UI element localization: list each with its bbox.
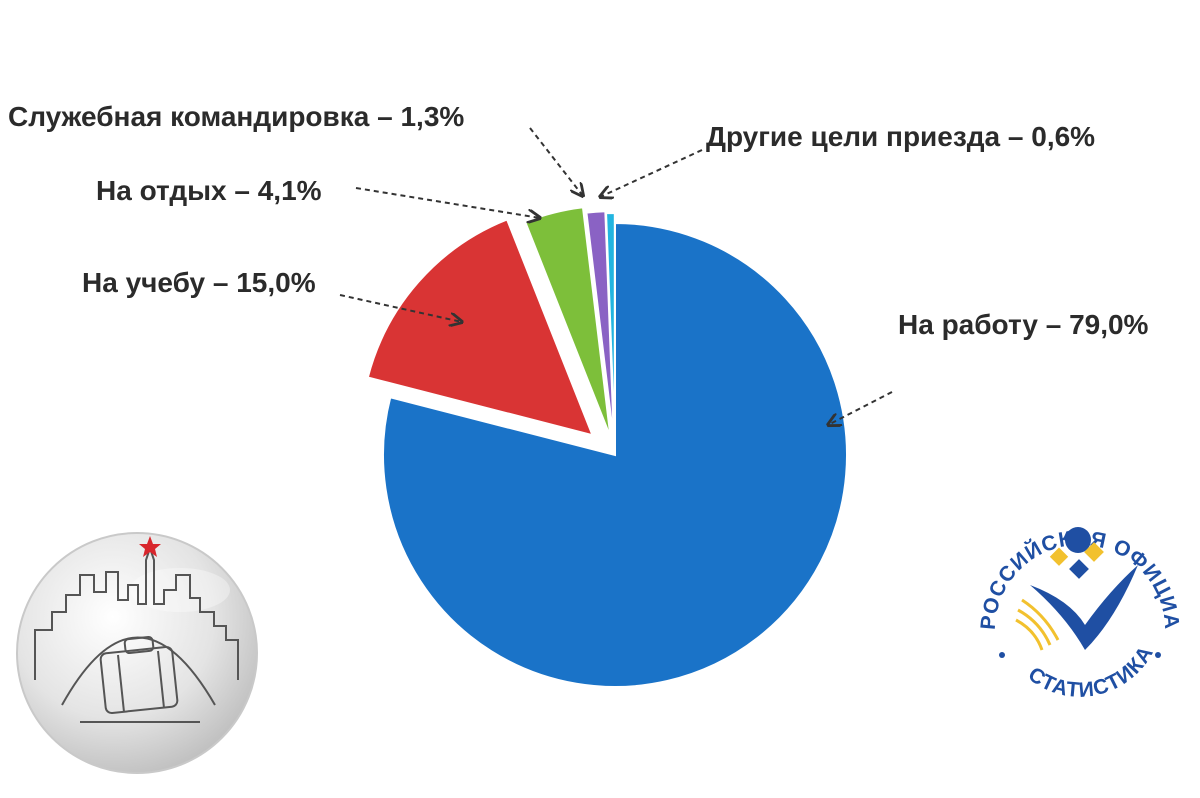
label-na-uchebu: На учебу – 15,0% [82,267,316,298]
label-na-otdykh: На отдых – 4,1% [96,175,322,206]
slice-drugie-tseli [605,212,616,446]
pie-slices [366,206,848,688]
leader-na-otdykh [355,187,540,218]
city-suitcase-logo [16,532,258,774]
leader-komandirovka [529,127,583,196]
slice-komandirovka [585,210,616,444]
slice-na-rabotu [382,221,848,688]
svg-text:СТАТИСТИКА: СТАТИСТИКА [1024,642,1158,702]
label-na-rabotu: На работу – 79,0% [898,309,1149,340]
slice-na-otdykh [523,206,612,438]
leader-lines [339,127,893,425]
label-drugie-tseli: Другие цели приезда – 0,6% [706,121,1095,152]
leader-drugie-tseli [600,149,703,197]
leader-na-uchebu [339,294,462,322]
slice-na-uchebu [366,218,595,437]
label-komandirovka: Служебная командировка – 1,3% [8,101,464,132]
leader-na-rabotu [828,391,893,425]
red-star-icon [139,536,161,557]
slice-labels: На работу – 79,0% На учебу – 15,0% На от… [8,101,1149,340]
